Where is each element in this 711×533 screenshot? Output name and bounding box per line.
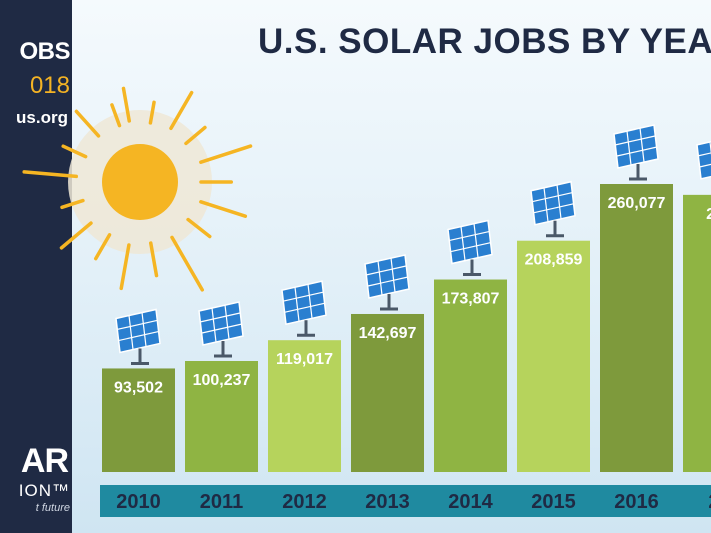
sun-ray (148, 100, 156, 125)
solar-panel-icon (363, 253, 411, 311)
sun-ray (59, 221, 93, 250)
bar-value-label: 93,502 (114, 379, 163, 396)
sun-ray (170, 235, 204, 292)
year-band-background (100, 485, 711, 517)
year-label: 2013 (365, 491, 410, 513)
solar-panel-icon (695, 134, 711, 192)
bar-value-label: 173,807 (442, 291, 500, 308)
bar (268, 340, 341, 472)
year-label: 2011 (200, 491, 243, 513)
bar (434, 279, 507, 472)
sidebar-brand-subfragment: ION™ (18, 481, 70, 500)
solar-panel-icon (197, 300, 245, 358)
solar-panel-icon (280, 279, 328, 337)
sun-ray (186, 217, 212, 239)
solar-panel-icon (446, 219, 494, 277)
sun-ray (22, 170, 78, 179)
sidebar-title-fragment: OBS (19, 38, 70, 65)
bar-value-label: 208,859 (525, 252, 583, 269)
sun-ray (74, 109, 101, 138)
sun-ray (94, 233, 112, 261)
year-band: 2010 2011 2012 2013 2014 2015 2016 20 (100, 485, 711, 517)
sun-ray (184, 125, 207, 146)
bar (517, 240, 590, 472)
bar (683, 194, 711, 472)
year-label: 2012 (282, 491, 327, 513)
sun-ray (121, 86, 131, 123)
sidebar: OBS 018 us.org AR ION™ t future (0, 0, 72, 533)
bars: 93,502 100,237 119,017 142,697 173,807 208,85… (102, 184, 711, 472)
bar-value-label: 260,077 (608, 195, 666, 212)
sidebar-tagline-fragment: t future (35, 502, 70, 514)
solar-panel-icon (529, 180, 577, 238)
sun-ray (199, 144, 253, 164)
year-label: 20 (708, 491, 711, 513)
solar-panel-icon (612, 123, 660, 181)
sun-ray (119, 243, 131, 291)
sun-disc (102, 144, 178, 220)
sun-ray (169, 90, 194, 131)
sun-ray (149, 241, 159, 278)
bar (102, 368, 175, 472)
sun-ray (199, 200, 248, 218)
chart-title: U.S. SOLAR JOBS BY YEA (258, 22, 711, 61)
solar-panel-icon (114, 307, 162, 365)
bar-value-label: 100,237 (193, 372, 251, 389)
sun-ray (60, 198, 85, 210)
bar (351, 313, 424, 472)
bar-value-label: 142,697 (359, 325, 417, 342)
year-label: 2016 (614, 491, 659, 513)
sidebar-brand-fragment: AR (20, 442, 69, 480)
year-label: 2014 (448, 491, 493, 513)
sun-ray (110, 103, 122, 128)
sidebar-year-fragment: 018 (29, 72, 70, 99)
sun-icon (22, 86, 253, 292)
sun-ray (61, 144, 88, 159)
bar (185, 361, 258, 472)
year-label: 2015 (531, 491, 576, 513)
year-label: 2010 (116, 491, 161, 513)
sidebar-website-fragment: us.org (16, 108, 68, 127)
bar-value-label: 250 (706, 206, 711, 223)
bar (600, 184, 673, 472)
bar-value-label: 119,017 (276, 351, 333, 368)
